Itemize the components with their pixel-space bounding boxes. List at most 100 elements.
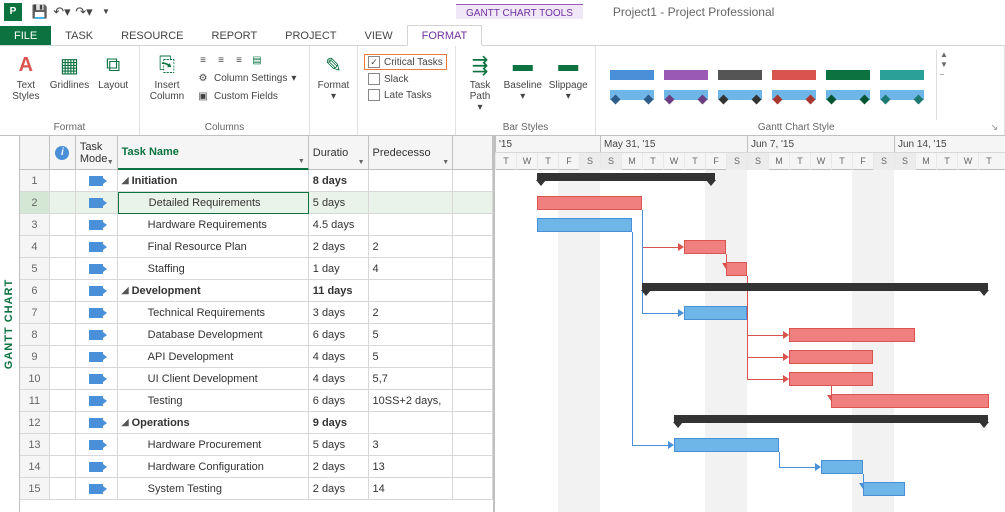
tab-format[interactable]: FORMAT	[407, 25, 483, 46]
table-row[interactable]: 1◢Initiation8 days	[20, 170, 493, 192]
cell-info[interactable]	[50, 456, 76, 478]
cell-mode[interactable]	[76, 170, 118, 192]
tab-resource[interactable]: RESOURCE	[107, 26, 197, 45]
table-row[interactable]: 11Testing6 days10SS+2 days,	[20, 390, 493, 412]
row-number[interactable]: 6	[20, 280, 50, 302]
cell-predecessors[interactable]	[369, 214, 454, 236]
cell-task-name[interactable]: ◢Initiation	[118, 170, 309, 192]
cell-blank[interactable]	[453, 302, 493, 324]
cell-task-name[interactable]: Technical Requirements	[118, 302, 309, 324]
row-number[interactable]: 2	[20, 192, 50, 214]
task-bar[interactable]	[821, 460, 863, 474]
critical-tasks-checkbox[interactable]: ✓Critical Tasks	[364, 54, 447, 70]
tab-project[interactable]: PROJECT	[271, 26, 350, 45]
row-number[interactable]: 13	[20, 434, 50, 456]
critical-task-bar[interactable]	[537, 196, 642, 210]
cell-task-name[interactable]: Hardware Requirements	[118, 214, 309, 236]
custom-fields-button[interactable]: ▣Custom Fields	[192, 88, 300, 104]
cell-blank[interactable]	[453, 434, 493, 456]
cell-info[interactable]	[50, 302, 76, 324]
cell-predecessors[interactable]	[369, 412, 454, 434]
header-duration[interactable]: Duratio▼	[309, 136, 369, 170]
row-number[interactable]: 12	[20, 412, 50, 434]
cell-blank[interactable]	[453, 346, 493, 368]
slippage-button[interactable]: ▬Slippage▾	[548, 50, 589, 120]
cell-predecessors[interactable]	[369, 192, 454, 214]
cell-blank[interactable]	[453, 324, 493, 346]
cell-mode[interactable]	[76, 324, 118, 346]
cell-info[interactable]	[50, 434, 76, 456]
cell-mode[interactable]	[76, 346, 118, 368]
cell-duration[interactable]: 6 days	[309, 324, 369, 346]
cell-mode[interactable]	[76, 368, 118, 390]
cell-task-name[interactable]: ◢Development	[118, 280, 309, 302]
cell-mode[interactable]	[76, 192, 118, 214]
table-row[interactable]: 6 ◢Development11 days	[20, 280, 493, 302]
cell-duration[interactable]: 5 days	[309, 434, 369, 456]
cell-task-name[interactable]: Staffing	[118, 258, 309, 280]
text-styles-button[interactable]: AText Styles	[6, 50, 46, 120]
layout-button[interactable]: ⧉Layout	[93, 50, 133, 120]
cell-info[interactable]	[50, 412, 76, 434]
cell-predecessors[interactable]: 14	[369, 478, 454, 500]
cell-duration[interactable]: 1 day	[309, 258, 369, 280]
cell-duration[interactable]: 2 days	[309, 236, 369, 258]
cell-mode[interactable]	[76, 258, 118, 280]
summary-bar[interactable]	[537, 173, 715, 181]
cell-blank[interactable]	[453, 390, 493, 412]
cell-predecessors[interactable]: 2	[369, 302, 454, 324]
row-number[interactable]: 14	[20, 456, 50, 478]
cell-predecessors[interactable]: 10SS+2 days,	[369, 390, 454, 412]
table-row[interactable]: 3 Hardware Requirements4.5 days	[20, 214, 493, 236]
summary-bar[interactable]	[674, 415, 988, 423]
cell-duration[interactable]: 3 days	[309, 302, 369, 324]
cell-duration[interactable]: 11 days	[309, 280, 369, 302]
cell-predecessors[interactable]: 3	[369, 434, 454, 456]
cell-duration[interactable]: 2 days	[309, 478, 369, 500]
cell-info[interactable]	[50, 170, 76, 192]
row-number[interactable]: 3	[20, 214, 50, 236]
row-number[interactable]: 4	[20, 236, 50, 258]
cell-predecessors[interactable]	[369, 170, 454, 192]
critical-task-bar[interactable]	[726, 262, 747, 276]
style-swatch[interactable]	[610, 66, 654, 104]
cell-blank[interactable]	[453, 456, 493, 478]
cell-predecessors[interactable]: 2	[369, 236, 454, 258]
redo-icon[interactable]: ↷▾	[74, 2, 94, 22]
task-bar[interactable]	[863, 482, 905, 496]
header-task-mode[interactable]: Task Mode▼	[76, 136, 118, 170]
header-predecessors[interactable]: Predecesso▼	[369, 136, 454, 170]
gantt-style-gallery[interactable]	[602, 50, 932, 120]
cell-blank[interactable]	[453, 192, 493, 214]
cell-blank[interactable]	[453, 170, 493, 192]
row-number[interactable]: 7	[20, 302, 50, 324]
table-row[interactable]: 5Staffing1 day4	[20, 258, 493, 280]
header-info[interactable]: i	[50, 136, 76, 170]
style-swatch[interactable]	[718, 66, 762, 104]
cell-info[interactable]	[50, 214, 76, 236]
task-bar[interactable]	[674, 438, 779, 452]
critical-task-bar[interactable]	[789, 328, 915, 342]
cell-blank[interactable]	[453, 280, 493, 302]
table-row[interactable]: 12◢Operations9 days	[20, 412, 493, 434]
cell-task-name[interactable]: Testing	[118, 390, 309, 412]
critical-task-bar[interactable]	[831, 394, 989, 408]
cell-duration[interactable]: 9 days	[309, 412, 369, 434]
undo-icon[interactable]: ↶▾	[52, 2, 72, 22]
critical-task-bar[interactable]	[789, 372, 873, 386]
cell-task-name[interactable]: Detailed Requirements	[118, 192, 309, 214]
cell-mode[interactable]	[76, 302, 118, 324]
cell-task-name[interactable]: Database Development	[118, 324, 309, 346]
cell-task-name[interactable]: UI Client Development	[118, 368, 309, 390]
cell-mode[interactable]	[76, 456, 118, 478]
slack-checkbox[interactable]: Slack	[364, 72, 447, 86]
cell-task-name[interactable]: Hardware Procurement	[118, 434, 309, 456]
cell-info[interactable]	[50, 192, 76, 214]
style-swatch[interactable]	[772, 66, 816, 104]
tab-task[interactable]: TASK	[51, 26, 107, 45]
insert-column-button[interactable]: ⎘Insert Column	[146, 50, 188, 120]
critical-task-bar[interactable]	[684, 240, 726, 254]
cell-blank[interactable]	[453, 478, 493, 500]
cell-duration[interactable]: 4.5 days	[309, 214, 369, 236]
row-number[interactable]: 10	[20, 368, 50, 390]
